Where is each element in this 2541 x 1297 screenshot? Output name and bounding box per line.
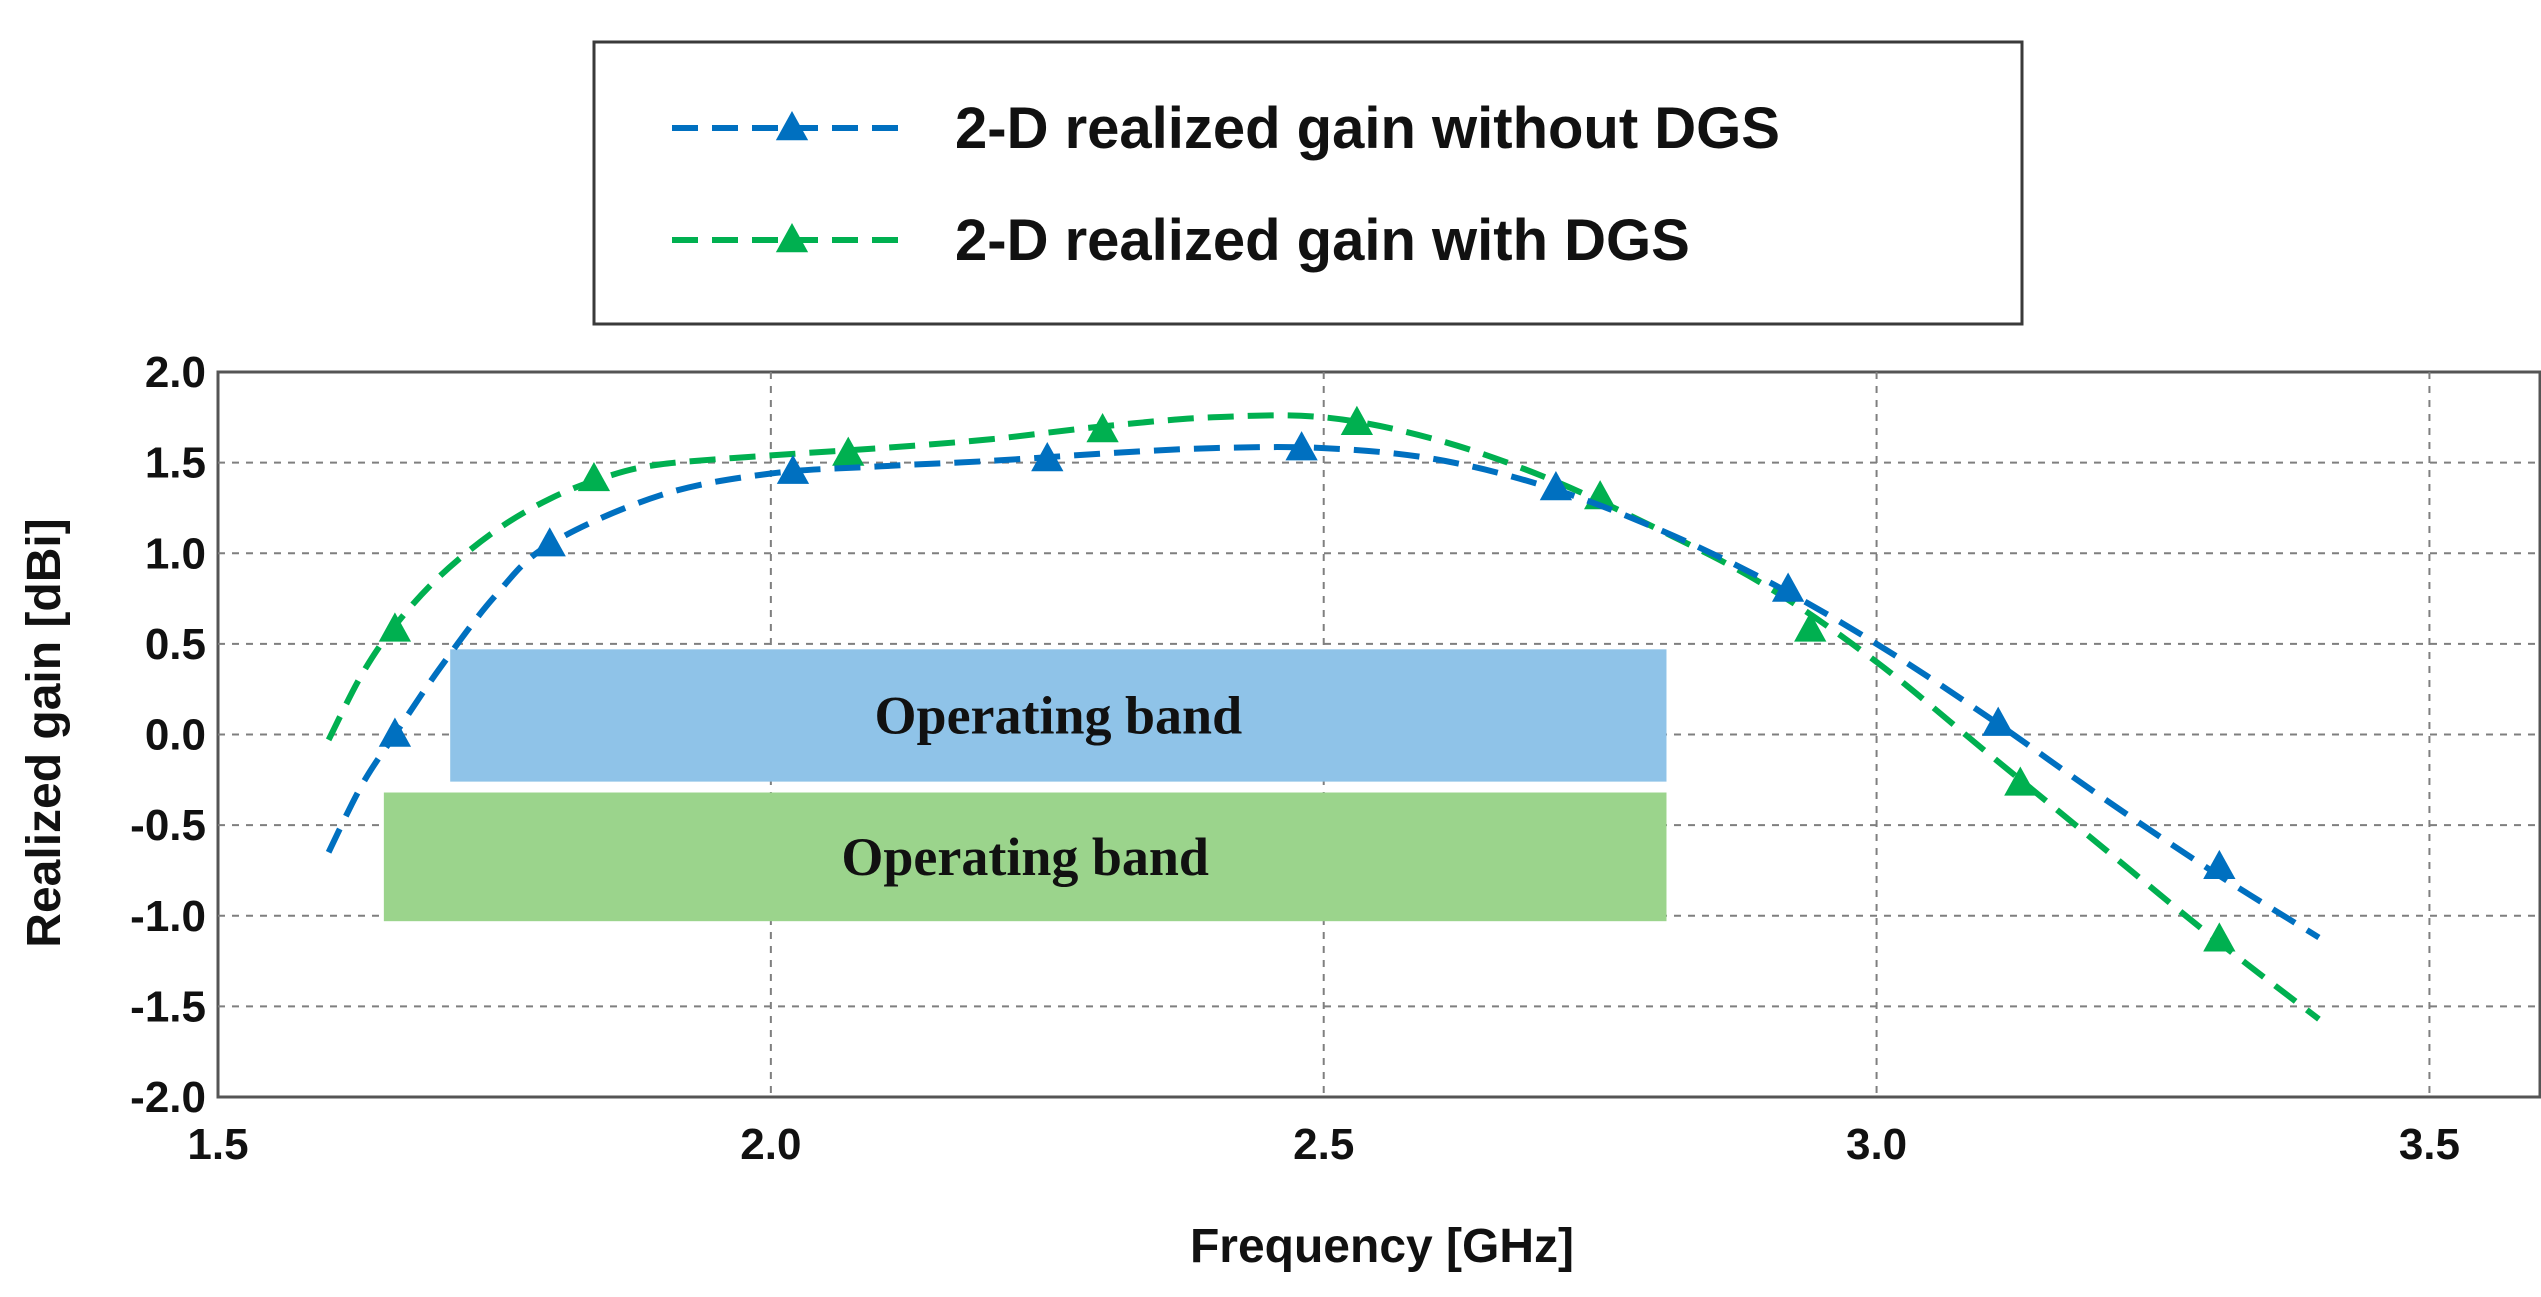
- legend-label: 2-D realized gain without DGS: [955, 96, 1780, 161]
- y-tick-label: 2.0: [145, 348, 206, 397]
- legend-label: 2-D realized gain with DGS: [955, 208, 1690, 273]
- x-tick-label: 1.5: [187, 1120, 248, 1169]
- chart: 2-D realized gain without DGS 2-D realize…: [0, 0, 2541, 1297]
- y-tick-label: -1.0: [130, 892, 206, 941]
- operating-band-label: Operating band: [841, 827, 1209, 887]
- y-tick-label: -0.5: [130, 801, 206, 850]
- x-tick-label: 3.5: [2399, 1120, 2460, 1169]
- y-tick-label: 0.0: [145, 711, 206, 760]
- x-tick-label: 2.5: [1293, 1120, 1354, 1169]
- y-tick-label: -1.5: [130, 982, 206, 1031]
- legend: 2-D realized gain without DGS 2-D realize…: [594, 42, 2022, 324]
- y-axis-ticks: 2.0 1.5 1.0 0.5 0.0 -0.5 -1.0 -1.5 -2.0: [130, 348, 206, 1122]
- x-axis-title: Frequency [GHz]: [1190, 1220, 1574, 1273]
- y-axis-title: Realized gain [dBi]: [18, 518, 71, 947]
- y-tick-label: 1.5: [145, 439, 206, 488]
- y-tick-label: 0.5: [145, 620, 206, 669]
- operating-band-label: Operating band: [875, 685, 1243, 745]
- x-tick-label: 2.0: [740, 1120, 801, 1169]
- legend-box: [594, 42, 2022, 324]
- x-axis-ticks: 1.5 2.0 2.5 3.0 3.5: [187, 1120, 2460, 1169]
- y-tick-label: 1.0: [145, 529, 206, 578]
- x-tick-label: 3.0: [1846, 1120, 1907, 1169]
- y-tick-label: -2.0: [130, 1073, 206, 1122]
